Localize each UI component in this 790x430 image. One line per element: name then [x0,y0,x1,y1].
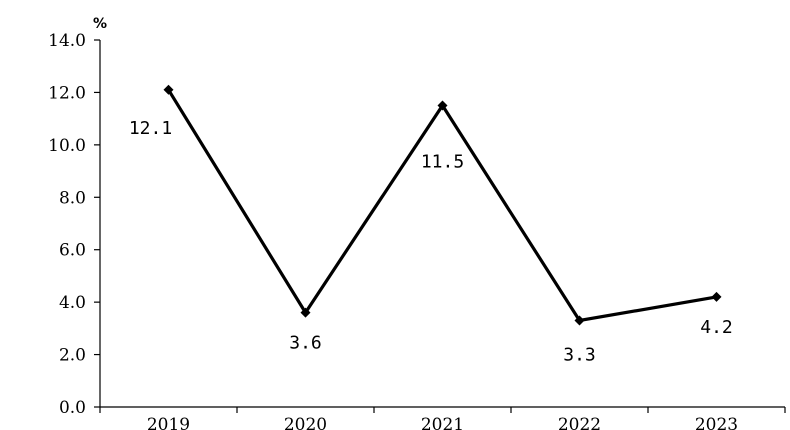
y-tick-label: 0.0 [59,398,86,418]
y-tick-label: 2.0 [59,346,86,366]
y-tick-label: 6.0 [59,241,86,261]
data-label: 3.3 [563,344,596,365]
data-point [163,84,174,95]
y-tick-label: 10.0 [48,136,86,156]
series-line [167,88,717,323]
data-label: 11.5 [421,152,464,173]
data-point [574,315,585,326]
x-axis-ticks: 2019 2020 2021 2022 2023 [99,407,786,430]
data-labels: 12.1 3.6 11.5 3.3 4.2 [129,118,733,366]
x-tick-label: 2022 [558,415,601,430]
y-tick-label: 14.0 [48,31,86,51]
x-tick-label: 2019 [147,415,190,430]
y-tick-label: 8.0 [59,188,86,208]
x-tick-label: 2023 [695,415,738,430]
y-axis-unit-label: % [93,16,107,32]
x-tick-label: 2020 [284,415,327,430]
data-point [437,100,448,111]
y-tick-label: 12.0 [48,83,86,103]
y-axis-ticks: 0.0 2.0 4.0 6.0 8.0 10.0 12.0 14.0 [48,31,100,418]
data-label: 4.2 [700,317,733,338]
y-tick-label: 4.0 [59,293,86,313]
data-label: 3.6 [289,333,322,354]
x-tick-label: 2021 [421,415,464,430]
data-label: 12.1 [129,118,172,139]
data-point [711,291,722,302]
data-markers [163,84,722,326]
data-point [300,307,311,318]
